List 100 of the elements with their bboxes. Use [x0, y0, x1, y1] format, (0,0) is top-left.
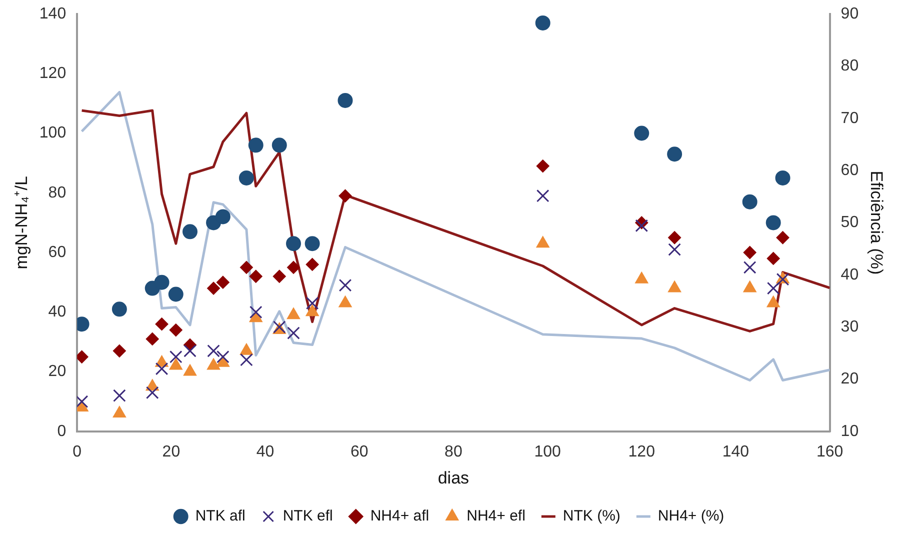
x-axis-title: dias	[438, 468, 470, 488]
point	[215, 209, 230, 224]
point	[634, 126, 650, 141]
point	[635, 219, 648, 232]
point	[338, 92, 353, 108]
point	[184, 344, 196, 358]
x-tick-label: 160	[816, 443, 844, 460]
point	[306, 304, 319, 316]
point	[743, 280, 756, 292]
y-tick-label: 20	[48, 363, 66, 380]
legend-label: NH4+ (%)	[658, 508, 724, 525]
y-tick-label: 100	[39, 124, 66, 142]
point	[169, 324, 182, 337]
point	[776, 231, 790, 244]
y-tick-label: 120	[39, 65, 66, 82]
y-tick-label: 80	[48, 184, 66, 202]
y2-tick-label: 20	[840, 370, 859, 388]
point	[766, 296, 780, 308]
y-axis-title: mgN-NH₄⁺/L	[12, 176, 31, 270]
x-tick-label: 100	[534, 443, 561, 460]
x-tick-label: 80	[444, 443, 462, 460]
point	[306, 258, 319, 271]
point	[775, 170, 790, 186]
x-tick-label: 40	[256, 443, 274, 460]
point	[216, 350, 230, 364]
point	[206, 358, 220, 370]
point	[287, 260, 300, 274]
point	[207, 282, 220, 295]
point	[536, 189, 550, 202]
point	[216, 355, 230, 367]
y-tick-label: 140	[39, 5, 66, 22]
point	[667, 146, 682, 162]
legend-label: NH4+ efl	[466, 508, 526, 525]
point	[286, 308, 300, 320]
point	[249, 306, 262, 319]
point	[635, 272, 648, 284]
point	[535, 15, 550, 30]
point	[668, 280, 682, 292]
point	[766, 252, 780, 265]
y2-tick-label: 50	[840, 214, 859, 232]
y-tick-label: 40	[48, 304, 66, 321]
point	[169, 350, 182, 364]
point	[146, 332, 159, 346]
point	[168, 286, 184, 302]
point	[113, 389, 126, 402]
y2-tick-label: 80	[840, 58, 859, 75]
point	[248, 138, 264, 153]
point	[286, 236, 301, 252]
point	[155, 362, 168, 376]
x-tick-label: 120	[628, 443, 656, 460]
point	[304, 236, 320, 252]
point	[240, 343, 254, 355]
y2-tick-label: 10	[840, 422, 859, 440]
point	[183, 364, 197, 376]
y-tick-label: 60	[48, 244, 66, 261]
point	[742, 194, 758, 210]
point	[182, 224, 198, 240]
point	[743, 246, 756, 260]
legend-label: NH4+ afl	[370, 508, 430, 525]
point	[112, 302, 127, 317]
y2-tick-label: 70	[840, 110, 859, 127]
point	[146, 386, 159, 400]
y2-axis-title: Eficiência (%)	[867, 170, 886, 275]
point	[536, 236, 550, 248]
point	[272, 138, 287, 153]
point	[240, 260, 253, 274]
y2-tick-label: 90	[840, 5, 859, 22]
x-tick-label: 0	[72, 443, 82, 460]
point	[112, 406, 126, 418]
point	[668, 243, 681, 256]
point	[240, 353, 253, 366]
point	[338, 189, 352, 202]
y2-tick-label: 40	[840, 266, 859, 284]
x-tick-label: 60	[350, 443, 368, 460]
x-tick-label: 140	[722, 443, 750, 460]
point	[668, 231, 682, 244]
point	[776, 272, 790, 286]
legend-label: NTK (%)	[562, 508, 620, 525]
point	[238, 170, 254, 186]
y2-tick-label: 60	[840, 162, 859, 179]
y-tick-label: 0	[57, 422, 66, 440]
point	[207, 344, 220, 358]
point	[272, 270, 286, 283]
point	[155, 318, 168, 331]
point	[169, 358, 182, 370]
point	[338, 296, 352, 308]
y2-tick-label: 30	[840, 318, 859, 336]
point	[154, 274, 170, 290]
point	[766, 215, 781, 230]
legend-label: NTK afl	[195, 508, 246, 525]
point	[766, 282, 780, 295]
point	[743, 261, 756, 274]
legend-label: NTK efl	[282, 508, 333, 525]
point	[536, 160, 550, 173]
x-tick-label: 20	[162, 443, 180, 460]
point	[287, 326, 300, 340]
point	[338, 278, 352, 292]
point	[112, 344, 126, 358]
point	[216, 276, 230, 289]
point	[306, 296, 319, 310]
